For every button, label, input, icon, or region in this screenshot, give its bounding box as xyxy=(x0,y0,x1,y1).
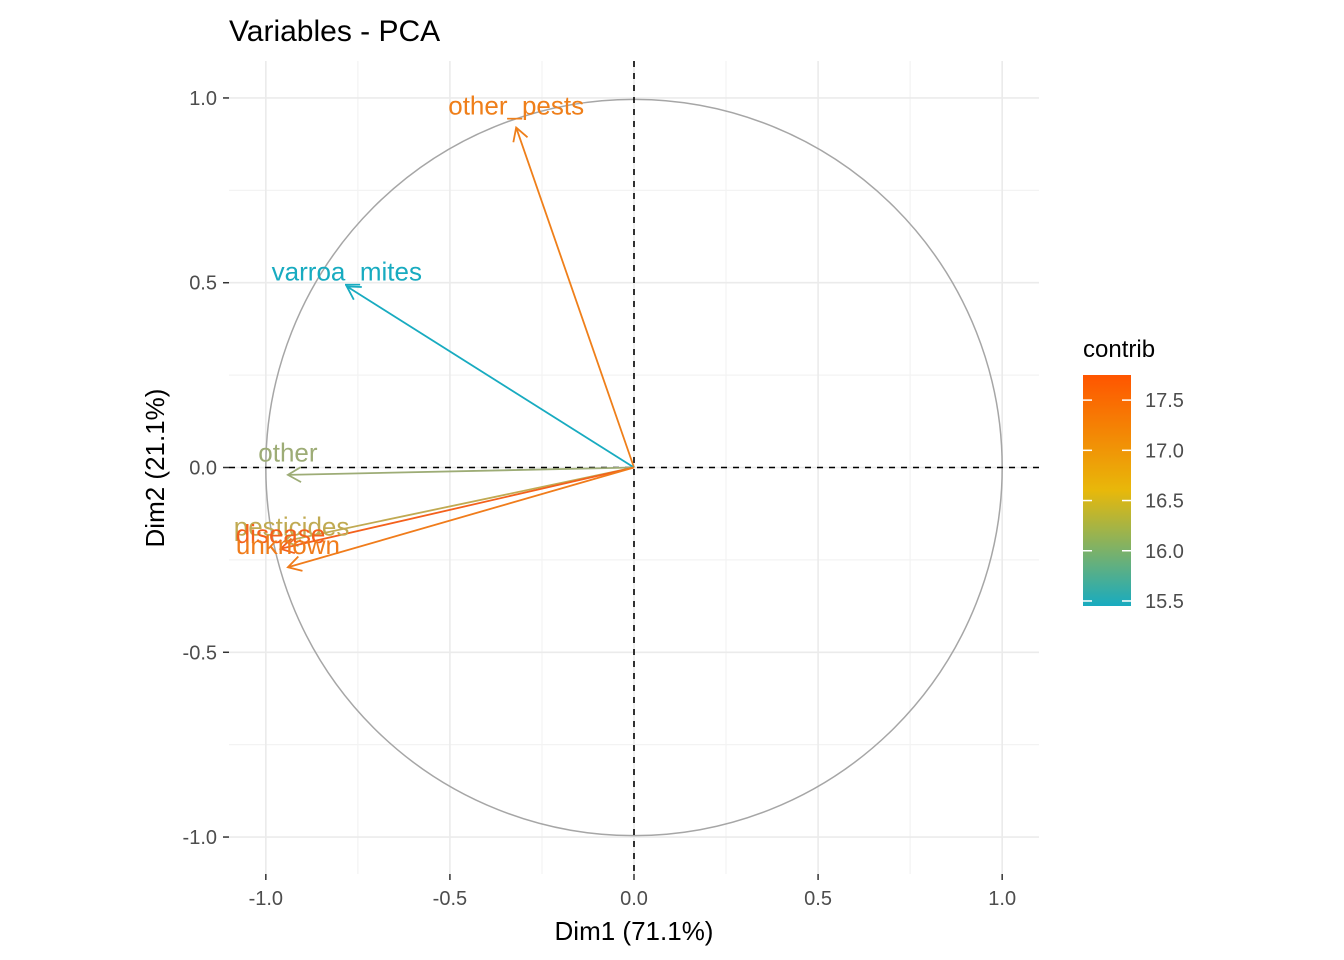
x-tick-label: -1.0 xyxy=(249,888,283,910)
arrow-other xyxy=(286,466,635,483)
variable-label: other xyxy=(258,438,318,468)
arrow-pesticides xyxy=(282,466,635,547)
arrow-disease xyxy=(278,466,635,555)
x-tick-label: 0.0 xyxy=(620,888,648,910)
legend-tick-label: 17.5 xyxy=(1145,390,1184,412)
arrow-head xyxy=(512,125,529,143)
legend: contrib 17.5 17.0 16.5 16.0 15.5 xyxy=(1083,336,1184,613)
legend-tick-label: 16.5 xyxy=(1145,491,1184,513)
variable-label: pesticides xyxy=(234,512,350,542)
x-tick-label: -0.5 xyxy=(433,888,467,910)
x-axis: -1.0 -0.5 0.0 0.5 1.0 xyxy=(249,874,1016,910)
chart-title: Variables - PCA xyxy=(229,15,440,48)
variable-label: other_pests xyxy=(448,90,584,120)
y-axis-title: Dim2 (21.1%) xyxy=(140,389,170,548)
y-tick-label: 1.0 xyxy=(189,88,217,110)
legend-tick-label: 16.0 xyxy=(1145,541,1184,563)
arrow-line xyxy=(284,466,635,543)
legend-tick-label: 15.5 xyxy=(1145,591,1184,613)
y-tick-label: 0.5 xyxy=(189,273,217,295)
arrow-line xyxy=(346,285,635,469)
arrow-line xyxy=(515,127,635,468)
arrow-unknown xyxy=(286,466,635,572)
arrow-head xyxy=(278,537,296,555)
variable-arrows xyxy=(278,125,635,572)
variable-label: unknown xyxy=(236,530,340,560)
arrow-head xyxy=(286,466,302,483)
variable-label: disease xyxy=(236,519,326,549)
arrow-line xyxy=(280,466,635,550)
y-axis: -1.0 -0.5 0.0 0.5 1.0 xyxy=(183,88,229,849)
y-tick-label: -1.0 xyxy=(183,827,217,849)
arrow-head xyxy=(345,285,362,301)
arrow-head xyxy=(282,530,299,547)
arrow-head xyxy=(286,555,303,572)
arrow-line xyxy=(287,466,635,569)
legend-ticks: 17.5 17.0 16.5 16.0 15.5 xyxy=(1083,390,1184,613)
x-tick-label: 1.0 xyxy=(988,888,1016,910)
variable-label: varroa_mites xyxy=(272,257,422,287)
legend-tick-label: 17.0 xyxy=(1145,440,1184,462)
arrow-varroa_mites xyxy=(345,285,635,469)
legend-title: contrib xyxy=(1083,336,1155,363)
y-tick-label: -0.5 xyxy=(183,642,217,664)
x-tick-label: 0.5 xyxy=(804,888,832,910)
arrow-line xyxy=(287,466,635,476)
y-tick-label: 0.0 xyxy=(189,458,217,480)
arrow-other_pests xyxy=(512,125,635,468)
legend-colorbar xyxy=(1083,375,1131,606)
x-axis-title: Dim1 (71.1%) xyxy=(555,916,714,946)
